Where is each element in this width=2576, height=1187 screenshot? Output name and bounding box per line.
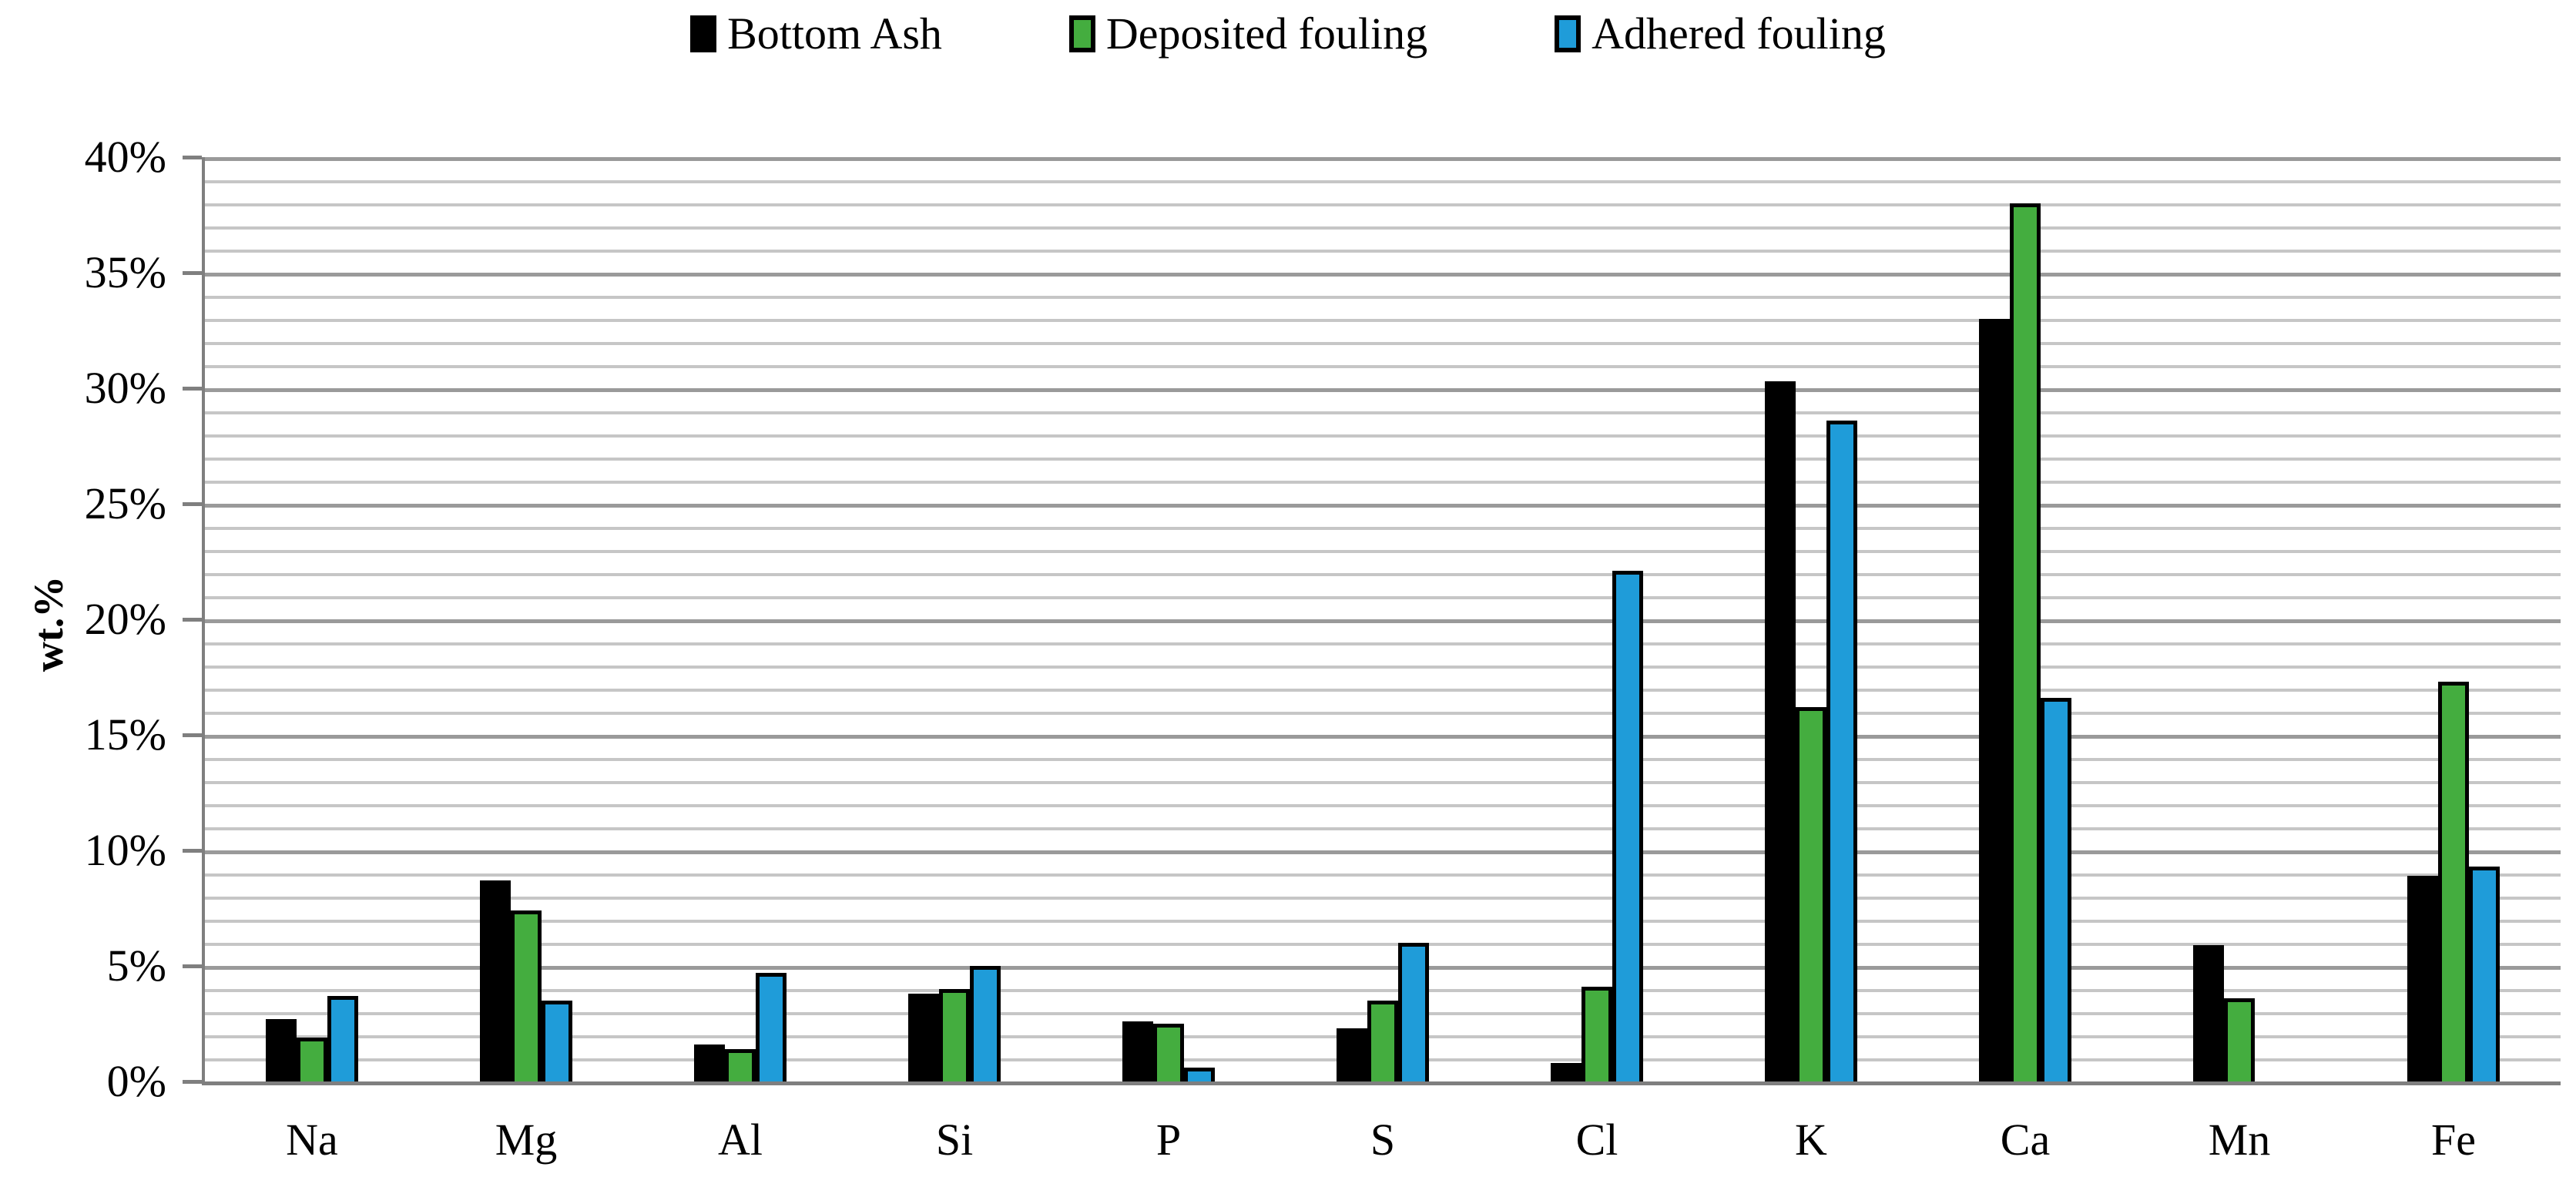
- bar-adhered-fouling-Al: [756, 973, 787, 1081]
- bar-group-Si: Si: [847, 157, 1062, 1162]
- legend-swatch-icon: [690, 15, 717, 52]
- y-axis-tick-label: 0%: [106, 1056, 166, 1106]
- bar-adhered-fouling-Si: [970, 966, 1001, 1081]
- y-axis-tick-mark: [183, 502, 202, 506]
- bar-deposited-fouling-Na: [297, 1038, 327, 1081]
- x-axis-label-Mn: Mn: [2208, 1115, 2271, 1165]
- y-axis-tick-label: 20%: [84, 594, 166, 644]
- x-axis-label-S: S: [1370, 1115, 1396, 1165]
- bar-adhered-fouling-Mg: [542, 1001, 572, 1081]
- bar-deposited-fouling-Si: [939, 989, 970, 1081]
- x-axis-label-K: K: [1795, 1115, 1827, 1165]
- bar-group-Al: Al: [633, 157, 847, 1162]
- bar-group-Cl: Cl: [1490, 157, 1704, 1162]
- bar-deposited-fouling-Mn: [2224, 998, 2255, 1081]
- x-axis-label-Mg: Mg: [495, 1115, 558, 1165]
- x-axis-label-Al: Al: [718, 1115, 763, 1165]
- bar-bottom-ash-P: [1122, 1021, 1153, 1081]
- y-axis-tick-mark: [183, 733, 202, 737]
- chart-legend: Bottom Ash Deposited fouling Adhered fouli…: [0, 5, 2576, 63]
- legend-swatch-icon: [1555, 15, 1581, 52]
- y-axis-tick-mark: [183, 849, 202, 853]
- bar-bottom-ash-Si: [908, 994, 939, 1081]
- legend-item-0: Bottom Ash: [690, 12, 942, 56]
- bar-bottom-ash-Cl: [1551, 1063, 1581, 1081]
- x-axis-label-Na: Na: [286, 1115, 338, 1165]
- y-axis-tick-mark: [183, 271, 202, 275]
- bar-adhered-fouling-Na: [327, 996, 358, 1081]
- legend-item-1: Deposited fouling: [1068, 8, 1428, 59]
- y-axis-tick-label: 40%: [84, 132, 166, 182]
- bar-bottom-ash-Fe: [2407, 876, 2438, 1081]
- y-axis-tick-mark: [183, 156, 202, 159]
- bar-deposited-fouling-Ca: [2010, 203, 2041, 1081]
- bar-adhered-fouling-P: [1184, 1068, 1215, 1081]
- y-axis-tick-label: 10%: [84, 825, 166, 875]
- y-axis-tick-mark: [183, 964, 202, 968]
- bar-bottom-ash-Al: [694, 1044, 725, 1081]
- bar-bottom-ash-Mn: [2193, 945, 2224, 1081]
- bar-bottom-ash-Mg: [480, 880, 511, 1081]
- bar-deposited-fouling-S: [1367, 1001, 1398, 1081]
- bar-group-Fe: Fe: [2346, 157, 2561, 1162]
- bar-deposited-fouling-K: [1796, 707, 1826, 1081]
- legend-item-2: Adhered fouling: [1555, 12, 1886, 56]
- y-axis-tick-label: 25%: [84, 478, 166, 528]
- bar-adhered-fouling-K: [1826, 421, 1857, 1081]
- y-axis-tick-label: 5%: [106, 941, 166, 991]
- bar-adhered-fouling-S: [1398, 943, 1429, 1081]
- legend-label: Adhered fouling: [1592, 8, 1886, 59]
- bar-deposited-fouling-Al: [725, 1049, 756, 1081]
- bar-adhered-fouling-Fe: [2469, 867, 2500, 1081]
- y-axis-tick-label: 15%: [84, 709, 166, 759]
- x-axis-label-P: P: [1156, 1115, 1182, 1165]
- bar-group-S: S: [1276, 157, 1490, 1162]
- y-axis-tick-mark: [183, 1080, 202, 1084]
- bar-bottom-ash-K: [1765, 381, 1796, 1081]
- y-axis-tick-mark: [183, 618, 202, 622]
- legend-label: Bottom Ash: [727, 8, 942, 59]
- legend-label: Deposited fouling: [1105, 8, 1428, 59]
- y-axis-tick-label: 30%: [84, 363, 166, 413]
- bar-adhered-fouling-Ca: [2041, 698, 2071, 1081]
- bar-bottom-ash-Na: [266, 1019, 297, 1081]
- bar-deposited-fouling-P: [1153, 1024, 1184, 1081]
- bar-bottom-ash-S: [1337, 1028, 1367, 1081]
- x-axis-label-Ca: Ca: [2000, 1115, 2051, 1165]
- bar-group-K: K: [1704, 157, 1918, 1162]
- bar-group-Na: Na: [205, 157, 419, 1162]
- bar-adhered-fouling-Cl: [1612, 571, 1643, 1081]
- bar-bottom-ash-Ca: [1979, 319, 2010, 1081]
- x-axis-label-Cl: Cl: [1575, 1115, 1618, 1165]
- bar-group-Mg: Mg: [419, 157, 633, 1162]
- x-axis-label-Si: Si: [935, 1115, 974, 1165]
- bar-group-Ca: Ca: [1918, 157, 2132, 1162]
- bar-group-Mn: Mn: [2132, 157, 2346, 1162]
- bar-deposited-fouling-Cl: [1581, 987, 1612, 1081]
- legend-swatch-icon: [1068, 15, 1095, 52]
- bar-deposited-fouling-Fe: [2438, 682, 2469, 1081]
- x-axis-label-Fe: Fe: [2431, 1115, 2476, 1165]
- bar-deposited-fouling-Mg: [511, 910, 542, 1081]
- y-axis-tick-mark: [183, 387, 202, 391]
- bar-group-P: P: [1062, 157, 1276, 1162]
- plot-area: Na Mg Al Si P S Cl K Ca Mn Fe: [202, 157, 2561, 1162]
- y-axis-tick-label: 35%: [84, 247, 166, 297]
